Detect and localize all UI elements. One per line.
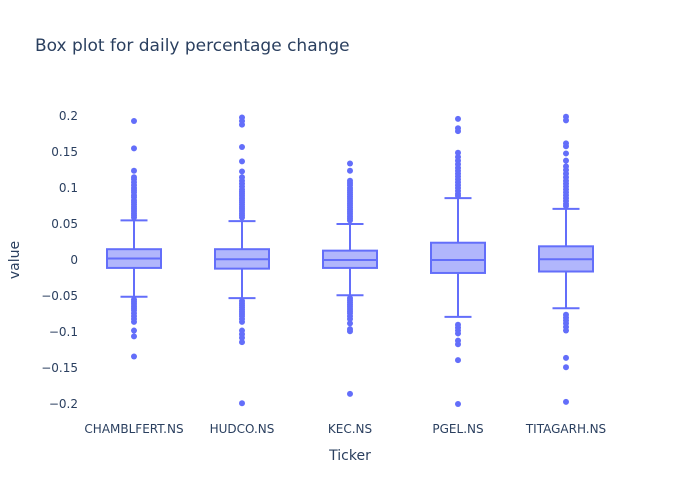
y-tick-label: −0.15 [41,361,78,375]
y-tick-label: −0.1 [49,325,78,339]
outlier-point [563,157,569,164]
x-axis-title: Ticker [328,448,371,464]
outlier-point [563,203,569,209]
outlier-point [347,167,353,174]
outlier-point [239,158,245,165]
outlier-point [131,118,137,125]
x-axis-ticks: CHAMBLFERT.NS HUDCO.NS KEC.NS PGEL.NS TITAGA… [84,422,606,436]
outlier-point [455,330,461,337]
outlier-point [455,341,461,348]
outlier-point [131,327,137,334]
outlier-point [347,217,353,224]
outlier-point [131,214,137,221]
outlier-point [563,327,569,334]
box-series [106,113,594,407]
outlier-point [563,364,569,371]
outlier-point [239,400,245,407]
outlier-point [131,353,137,360]
y-tick-label: 0.15 [51,145,78,159]
y-tick-label: 0.1 [59,181,78,195]
y-axis-ticks: 0.2 0.15 0.1 0.05 0 −0.05 −0.1 −0.15 −0.2 [41,109,78,411]
outlier-point [455,128,461,135]
x-tick-label: HUDCO.NS [210,422,275,436]
box-hudco-ns [214,114,270,407]
outlier-point [347,316,353,323]
outlier-point [455,401,461,407]
x-tick-label: TITAGARH.NS [525,422,606,436]
outlier-point [563,398,569,405]
outlier-point [131,145,137,152]
box-chamblfert-ns [106,118,162,360]
y-tick-label: 0 [70,253,78,267]
outlier-point [239,214,245,221]
outlier-point [131,333,137,340]
y-tick-label: −0.05 [41,289,78,303]
outlier-point [563,117,569,124]
outlier-point [239,318,245,325]
outlier-point [455,192,461,199]
outlier-point [239,143,245,150]
y-tick-label: −0.2 [49,397,78,411]
outlier-point [563,143,569,150]
outlier-point [455,115,461,122]
y-tick-label: 0.05 [51,217,78,231]
outlier-point [455,357,461,364]
outlier-point [563,354,569,361]
x-tick-label: CHAMBLFERT.NS [84,422,183,436]
box-pgel-ns [430,115,486,407]
outlier-point [347,328,353,335]
outlier-point [239,121,245,128]
outlier-point [347,160,353,167]
outlier-point [347,390,353,397]
outlier-point [455,149,461,156]
box-titagarh-ns [538,113,594,405]
x-tick-label: KEC.NS [328,422,372,436]
y-tick-label: 0.2 [59,109,78,123]
outlier-point [239,334,245,341]
box-body [430,241,486,274]
outlier-point [239,339,245,346]
y-axis-title: value [7,241,23,279]
box-kec-ns [322,160,378,397]
outlier-point [131,318,137,325]
outlier-point [239,168,245,175]
outlier-point [131,167,137,174]
x-tick-label: PGEL.NS [432,422,483,436]
outlier-point [347,320,353,327]
chart-title: Box plot for daily percentage change [35,36,350,56]
outlier-point [563,150,569,157]
